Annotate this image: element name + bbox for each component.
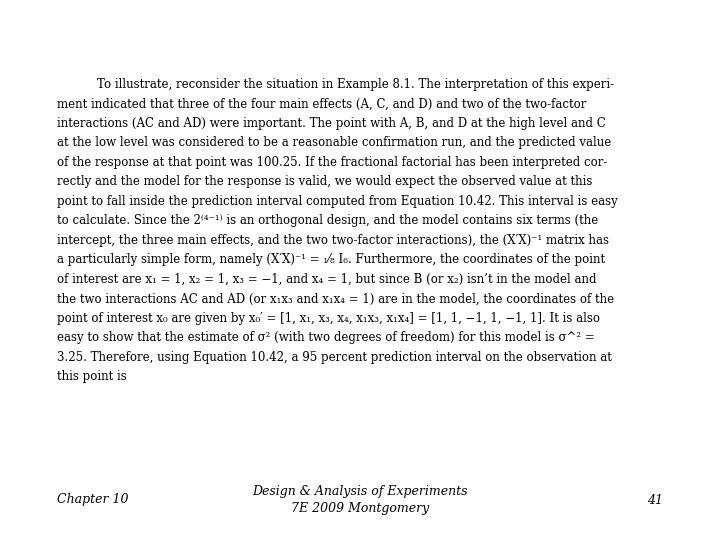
- Text: ment indicated that three of the four main effects (A, C, and D) and two of the : ment indicated that three of the four ma…: [57, 98, 586, 111]
- Text: the two interactions AC and AD (or x₁x₃ and x₁x₄ = 1) are in the model, the coor: the two interactions AC and AD (or x₁x₃ …: [57, 293, 614, 306]
- Text: rectly and the model for the response is valid, we would expect the observed val: rectly and the model for the response is…: [57, 176, 593, 188]
- Text: a particularly simple form, namely (X′X)⁻¹ = ₁⁄₈ I₆. Furthermore, the coordinate: a particularly simple form, namely (X′X)…: [57, 253, 605, 267]
- Text: To illustrate, reconsider the situation in Example 8.1. The interpretation of th: To illustrate, reconsider the situation …: [97, 78, 614, 91]
- Text: of the response at that point was 100.25. If the fractional factorial has been i: of the response at that point was 100.25…: [57, 156, 608, 169]
- Text: Chapter 10: Chapter 10: [57, 494, 128, 507]
- Text: interactions (AC and AD) were important. The point with A, B, and D at the high : interactions (AC and AD) were important.…: [57, 117, 606, 130]
- Text: intercept, the three main effects, and the two two-factor interactions), the (X′: intercept, the three main effects, and t…: [57, 234, 609, 247]
- Text: 7E 2009 Montgomery: 7E 2009 Montgomery: [291, 502, 429, 515]
- Text: of interest are x₁ = 1, x₂ = 1, x₃ = −1, and x₄ = 1, but since B (or x₂) isn’t i: of interest are x₁ = 1, x₂ = 1, x₃ = −1,…: [57, 273, 596, 286]
- Text: this point is: this point is: [57, 370, 127, 383]
- Text: at the low level was considered to be a reasonable confirmation run, and the pre: at the low level was considered to be a …: [57, 137, 611, 150]
- Text: to calculate. Since the 2⁽⁴⁻¹⁾ is an orthogonal design, and the model contains s: to calculate. Since the 2⁽⁴⁻¹⁾ is an ort…: [57, 214, 598, 227]
- Text: point of interest x₀ are given by x₀′ = [1, x₁, x₃, x₄, x₁x₃, x₁x₄] = [1, 1, −1,: point of interest x₀ are given by x₀′ = …: [57, 312, 600, 325]
- Text: 41: 41: [647, 494, 663, 507]
- Text: easy to show that the estimate of σ² (with two degrees of freedom) for this mode: easy to show that the estimate of σ² (wi…: [57, 332, 595, 345]
- Text: Design & Analysis of Experiments: Design & Analysis of Experiments: [252, 485, 468, 498]
- Text: point to fall inside the prediction interval computed from Equation 10.42. This : point to fall inside the prediction inte…: [57, 195, 618, 208]
- Text: 3.25. Therefore, using Equation 10.42, a 95 percent prediction interval on the o: 3.25. Therefore, using Equation 10.42, a…: [57, 351, 612, 364]
